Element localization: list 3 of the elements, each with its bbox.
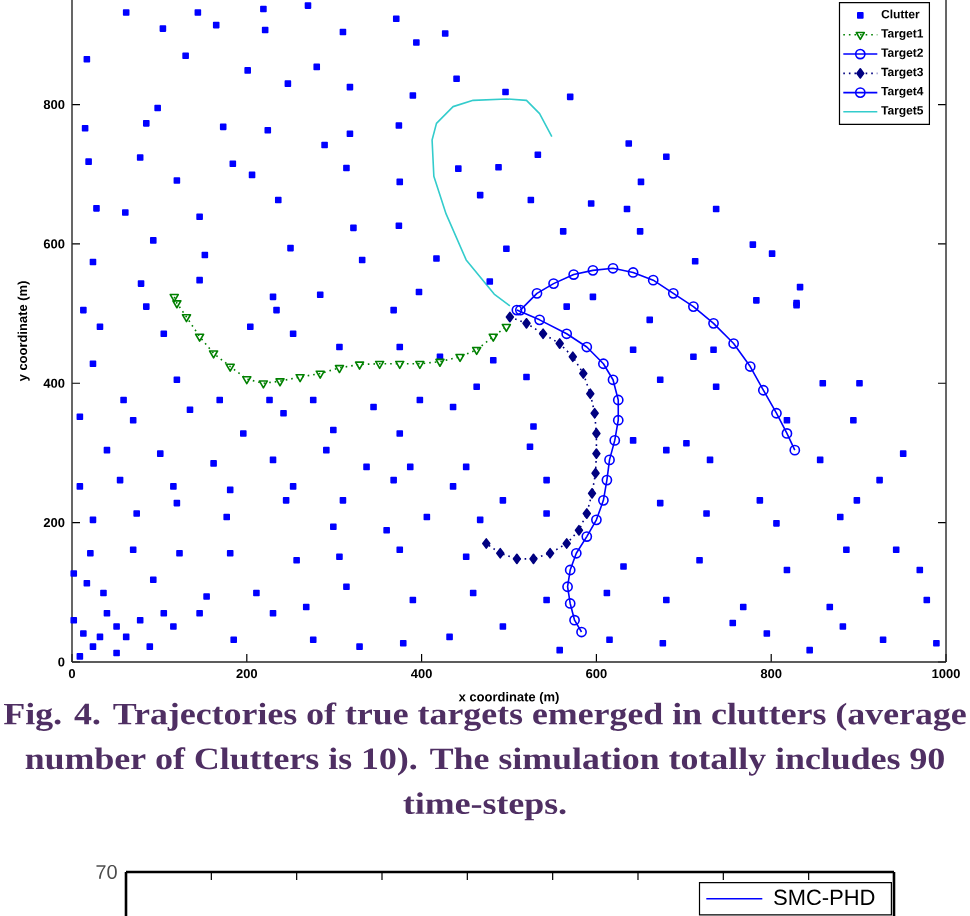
legend-label: SMC-PHD — [774, 889, 875, 906]
text: 70 — [96, 864, 117, 880]
caption: Fig. 4. Trajectories of true targets emerged in clutters (average number of Clutters is 10). The simulation totally includes 90 time-steps. — [4, 702, 966, 821]
